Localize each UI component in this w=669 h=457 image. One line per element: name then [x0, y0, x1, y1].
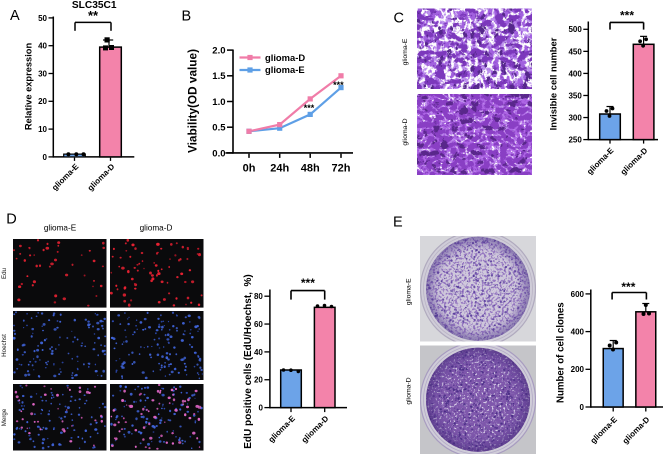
svg-text:A: A	[10, 8, 20, 24]
svg-text:20: 20	[38, 97, 47, 106]
svg-text:***: ***	[333, 80, 344, 90]
svg-text:glioma-D: glioma-D	[402, 118, 409, 145]
svg-text:0: 0	[43, 153, 48, 162]
svg-text:200: 200	[571, 365, 585, 374]
svg-text:Hoechst: Hoechst	[1, 334, 8, 357]
svg-text:Number of cell clones: Number of cell clones	[556, 302, 567, 403]
svg-text:**: **	[88, 8, 99, 23]
svg-text:glioma-D: glioma-D	[140, 224, 173, 233]
svg-text:400: 400	[571, 328, 585, 337]
svg-text:20: 20	[254, 376, 263, 385]
svg-text:1.5: 1.5	[212, 71, 226, 82]
svg-text:Edu: Edu	[1, 267, 8, 279]
svg-text:30: 30	[38, 69, 47, 78]
svg-text:***: ***	[621, 280, 635, 294]
svg-text:10: 10	[38, 125, 47, 134]
svg-text:48h: 48h	[301, 163, 320, 175]
svg-text:Merge: Merge	[1, 408, 8, 426]
svg-text:0h: 0h	[243, 163, 256, 175]
svg-text:0: 0	[580, 403, 585, 412]
svg-text:Relative expression: Relative expression	[23, 43, 33, 131]
svg-text:glioma-E: glioma-E	[402, 38, 409, 65]
svg-text:72h: 72h	[332, 163, 351, 175]
svg-text:C: C	[394, 11, 404, 27]
svg-text:glioma-D: glioma-D	[265, 52, 305, 63]
svg-text:glioma-E: glioma-E	[406, 278, 413, 305]
svg-text:E: E	[393, 215, 403, 231]
svg-text:350: 350	[568, 91, 582, 100]
svg-text:0: 0	[258, 404, 263, 413]
svg-text:***: ***	[304, 103, 315, 113]
svg-text:400: 400	[568, 69, 582, 78]
svg-text:2.0: 2.0	[212, 46, 225, 57]
svg-text:glioma-D: glioma-D	[406, 377, 413, 404]
svg-text:EdU positive cells (EdU/Hoechs: EdU positive cells (EdU/Hoechst, %)	[243, 274, 254, 448]
svg-text:50: 50	[38, 14, 47, 23]
svg-text:40: 40	[38, 42, 47, 51]
svg-text:B: B	[182, 9, 192, 25]
svg-text:Viability(OD value): Viability(OD value)	[186, 49, 200, 153]
svg-text:0.0: 0.0	[212, 148, 225, 159]
svg-text:0.5: 0.5	[212, 123, 226, 134]
svg-text:450: 450	[568, 47, 582, 56]
svg-text:40: 40	[254, 348, 263, 357]
svg-text:300: 300	[568, 113, 582, 122]
svg-text:600: 600	[571, 290, 585, 299]
svg-text:1.0: 1.0	[212, 97, 225, 108]
svg-text:60: 60	[254, 320, 263, 329]
svg-text:***: ***	[620, 8, 634, 22]
svg-text:glioma-E: glioma-E	[44, 224, 77, 233]
svg-text:Invisible cell number: Invisible cell number	[548, 37, 559, 130]
svg-text:D: D	[6, 212, 16, 228]
svg-text:500: 500	[568, 25, 582, 34]
svg-text:SLC35C1: SLC35C1	[72, 0, 117, 11]
svg-text:250: 250	[568, 136, 582, 145]
svg-text:***: ***	[301, 276, 315, 290]
svg-text:glioma-E: glioma-E	[265, 64, 305, 75]
svg-text:24h: 24h	[270, 163, 289, 175]
svg-text:80: 80	[254, 292, 263, 301]
